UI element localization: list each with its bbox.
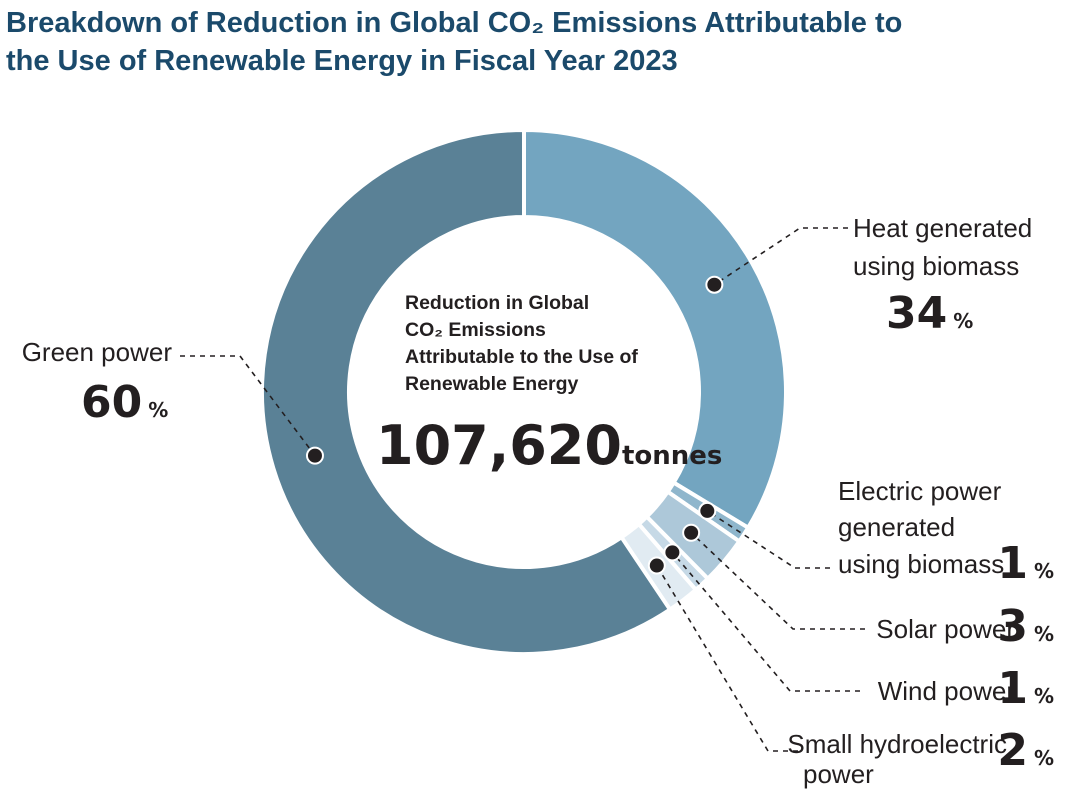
slice-heat-generated-using-biomass bbox=[522, 127, 788, 531]
label-heat-generated-using-biomass-line-2: using biomass bbox=[853, 251, 1019, 281]
label-electric-power-generated-using-biomass-line-3: using biomass bbox=[838, 549, 1004, 579]
label-electric-power-generated-using-biomass-line-1: Electric power bbox=[838, 476, 1002, 506]
slice-green-power bbox=[260, 127, 673, 656]
percent-small-hydroelectric-power: 2% bbox=[997, 725, 1054, 776]
center-label-line-3: Attributable to the Use of bbox=[405, 346, 638, 368]
marker-solar-power bbox=[682, 523, 701, 542]
marker-small-hydroelectric-power bbox=[647, 556, 666, 575]
percent-sign-wind-power: % bbox=[1034, 684, 1054, 708]
percent-sign-small-hydroelectric-power: % bbox=[1034, 746, 1054, 770]
percent-sign-green-power: % bbox=[148, 398, 168, 422]
percent-value-electric-power-generated-using-biomass: 1 bbox=[997, 538, 1028, 589]
percent-electric-power-generated-using-biomass: 1% bbox=[997, 538, 1054, 589]
label-small-hydroelectric-power-line-2: power bbox=[803, 759, 874, 789]
center-label-line-1: Reduction in Global bbox=[405, 292, 589, 314]
percent-sign-electric-power-generated-using-biomass: % bbox=[1034, 559, 1054, 583]
center-value-unit: tonnes bbox=[622, 441, 722, 471]
chart-title: Breakdown of Reduction in Global CO₂ Emi… bbox=[6, 4, 902, 80]
label-electric-power-generated-using-biomass-line-2: generated bbox=[838, 512, 955, 542]
percent-value-small-hydroelectric-power: 2 bbox=[997, 725, 1028, 776]
percent-value-green-power: 60 bbox=[81, 377, 142, 428]
chart-title-line-1: Breakdown of Reduction in Global CO₂ Emi… bbox=[6, 7, 903, 39]
label-wind-power-line-1: Wind power bbox=[878, 676, 1016, 706]
slice-labels: Heat generated using biomass 34 % Electric p… bbox=[22, 213, 1054, 789]
leader-lines bbox=[180, 227, 865, 752]
percent-solar-power: 3% bbox=[997, 601, 1054, 652]
leader-green-power bbox=[180, 355, 316, 457]
percent-value-heat-generated-using-biomass: 34 bbox=[886, 288, 947, 339]
chart-title-line-2: the Use of Renewable Energy in Fiscal Ye… bbox=[6, 45, 678, 77]
marker-heat-generated-using-biomass bbox=[705, 275, 724, 294]
center-total-value: 107,620tonnes bbox=[376, 414, 722, 477]
label-green-power-line-1: Green power bbox=[22, 337, 173, 367]
marker-electric-power-generated-using-biomass bbox=[698, 501, 717, 520]
marker-wind-power bbox=[663, 543, 682, 562]
label-heat-generated-using-biomass-line-1: Heat generated bbox=[853, 213, 1032, 243]
leader-small-hydroelectric-power bbox=[656, 565, 798, 752]
percent-value-wind-power: 1 bbox=[997, 663, 1028, 714]
percent-value-solar-power: 3 bbox=[997, 601, 1028, 652]
leader-electric-power-generated-using-biomass bbox=[706, 510, 830, 569]
label-small-hydroelectric-power-line-1: Small hydroelectric bbox=[787, 729, 1007, 759]
center-value-number: 107,620 bbox=[376, 414, 622, 477]
percent-sign-solar-power: % bbox=[1034, 622, 1054, 646]
center-total: Reduction in Global CO₂ Emissions Attrib… bbox=[376, 292, 722, 477]
percent-green-power: 60% bbox=[81, 377, 168, 428]
label-solar-power-line-1: Solar power bbox=[876, 614, 1015, 644]
marker-green-power bbox=[305, 446, 324, 465]
center-label-line-4: Renewable Energy bbox=[405, 373, 579, 395]
center-label-line-2: CO₂ Emissions bbox=[405, 319, 546, 341]
leader-wind-power bbox=[671, 551, 860, 692]
leader-solar-power bbox=[690, 532, 865, 630]
percent-sign-heat-generated-using-biomass: % bbox=[953, 309, 973, 333]
percent-heat-generated-using-biomass: 34% bbox=[886, 288, 973, 339]
percent-wind-power: 1% bbox=[997, 663, 1054, 714]
